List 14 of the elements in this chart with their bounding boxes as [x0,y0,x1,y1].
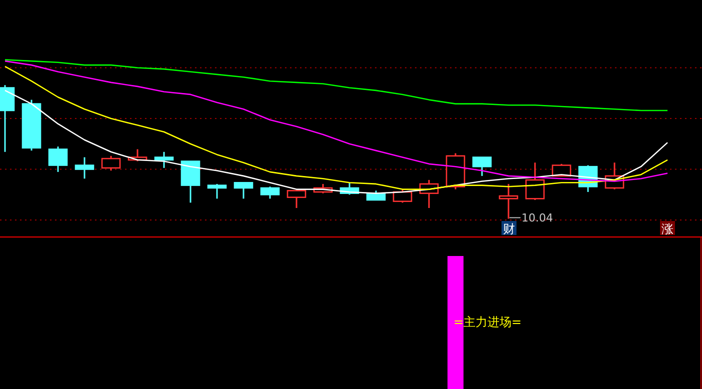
candlestick [234,182,254,200]
candlestick [101,155,121,172]
text: =主力进场= [454,315,522,329]
candlestick [154,151,174,169]
candlestick [472,156,492,177]
text: 财 [503,222,515,236]
annotation: 10.04 [522,212,553,225]
candlestick [74,156,94,180]
candlestick [48,146,68,173]
candlestick [260,186,280,200]
candlestick [525,162,545,201]
candlestick [286,190,306,209]
text: 涨 [662,222,674,236]
candlestick [207,183,227,200]
